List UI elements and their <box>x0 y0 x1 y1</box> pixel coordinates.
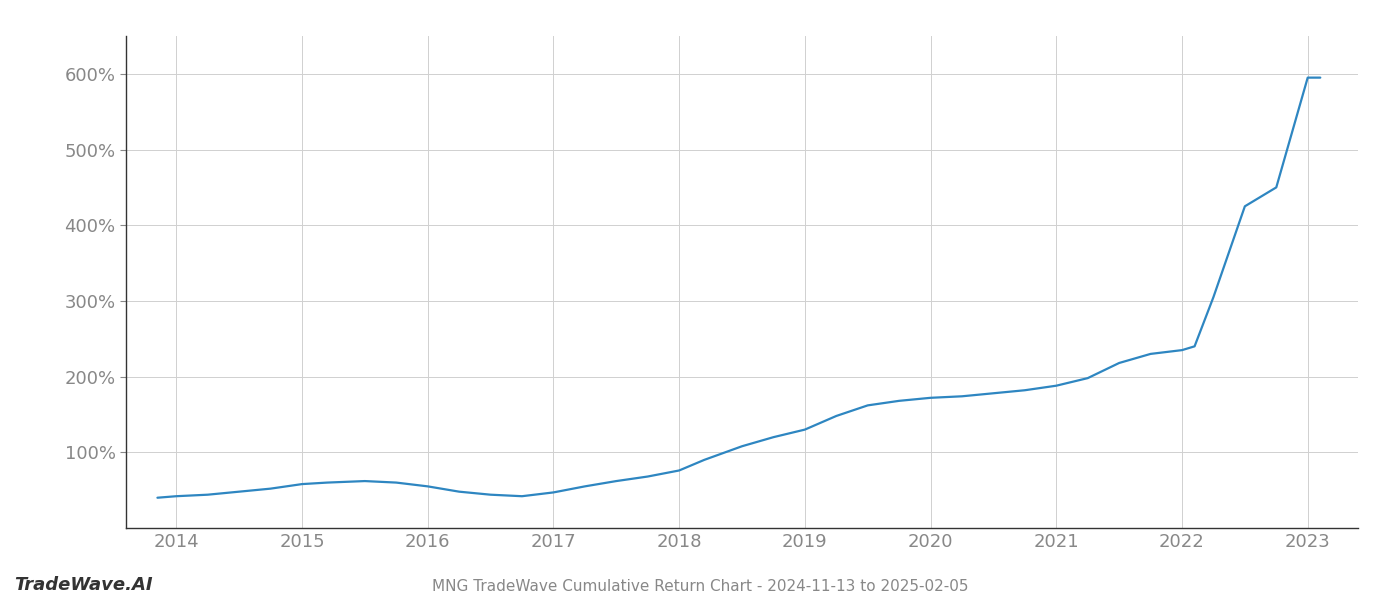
Text: TradeWave.AI: TradeWave.AI <box>14 576 153 594</box>
Text: MNG TradeWave Cumulative Return Chart - 2024-11-13 to 2025-02-05: MNG TradeWave Cumulative Return Chart - … <box>431 579 969 594</box>
